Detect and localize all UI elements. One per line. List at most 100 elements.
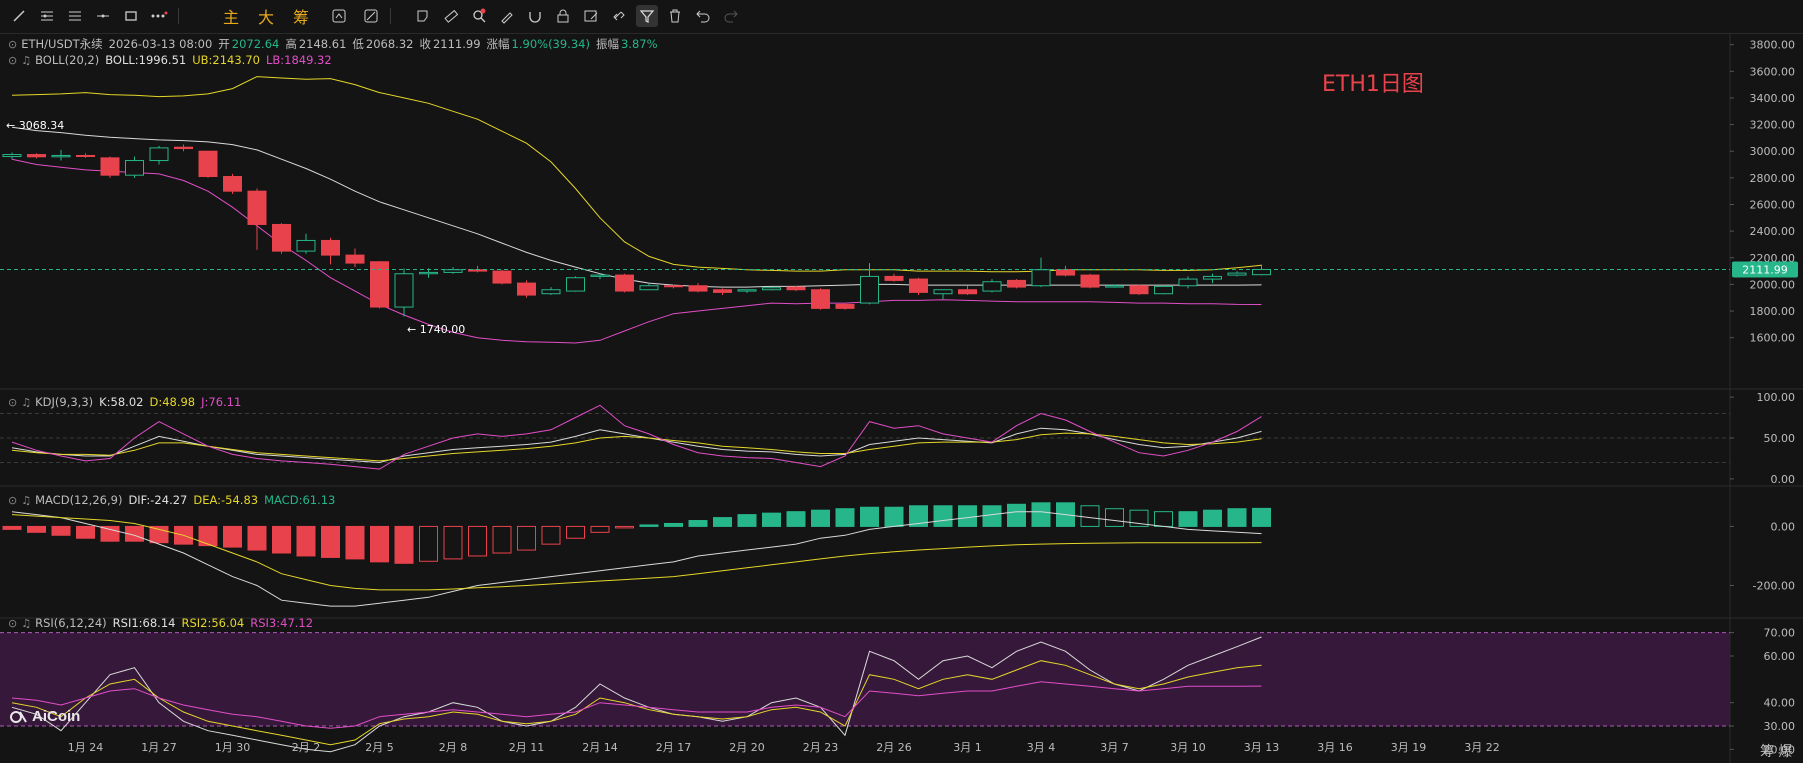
macd-bar (223, 525, 242, 548)
kdj-j-line (11, 404, 1262, 470)
horizontal-ray-tool-icon[interactable] (92, 5, 114, 27)
candle-body (345, 254, 365, 264)
kdj-info-row: ⊙ ♫ KDJ(9,3,3) K:58.02 D:48.98 J:76.11 (8, 395, 247, 409)
price-axis-tick-label: 2800.00 (1750, 172, 1796, 185)
filter-icon[interactable] (636, 5, 658, 27)
bell-icon[interactable]: ♫ (21, 616, 32, 630)
macd-bar (247, 525, 267, 551)
kdj-j-value: J:76.11 (201, 395, 242, 409)
indicator-big-button[interactable]: 大 (257, 8, 274, 27)
lock-icon[interactable] (552, 5, 574, 27)
price-axis-tick-label: 3800.00 (1750, 39, 1796, 52)
aicoin-logo-icon (10, 710, 27, 723)
macd-bar (1154, 511, 1173, 527)
macd-bar (639, 524, 659, 527)
macd-bar (688, 520, 708, 527)
candle-body (835, 303, 855, 309)
candle-body (982, 281, 1002, 292)
compare-tool-icon[interactable] (360, 5, 382, 27)
price-axis: 1600.001800.002000.002200.002400.002600.… (1730, 39, 1795, 345)
indicator-chips-button[interactable]: 筹 (292, 8, 309, 27)
candle-body (737, 289, 757, 292)
time-axis-label: 3月 22 (1464, 741, 1500, 754)
horizontal-lines-tool-icon[interactable] (36, 5, 58, 27)
rectangle-tool-icon[interactable] (120, 5, 142, 27)
candle-body (639, 285, 659, 291)
macd-bar (321, 525, 340, 558)
time-axis-label: 2月 8 (439, 741, 468, 754)
settings-icon[interactable]: ⊙ (8, 395, 18, 409)
macd-chart (2, 502, 1271, 607)
candle-body (1056, 269, 1075, 276)
macd-bar (958, 505, 977, 527)
price-info-row: ⊙ ETH/USDT永续 2026-03-13 08:00 开 2072.64 高… (8, 36, 664, 52)
delete-icon[interactable] (664, 5, 686, 27)
macd-bar (492, 525, 512, 554)
candle-body (394, 273, 414, 308)
macd-bar (541, 525, 561, 545)
candle-body (541, 289, 561, 295)
boll-mid-line (11, 126, 1262, 288)
corner-labels[interactable]: 筹 爆 (1760, 744, 1793, 760)
candle-body (198, 150, 218, 178)
bell-icon[interactable]: ♫ (21, 53, 32, 67)
candle-body (296, 239, 316, 252)
brush-icon[interactable] (496, 5, 518, 27)
macd-bar (27, 525, 46, 533)
amplitude-value: 3.87% (620, 37, 658, 51)
open-label: 开 (218, 37, 230, 51)
candle-body (884, 275, 904, 281)
chart-area[interactable]: 1600.001800.002000.002200.002400.002600.… (0, 33, 1803, 763)
edit-icon[interactable] (580, 5, 602, 27)
boll-info-row: ⊙ ♫ BOLL(20,2) BOLL:1996.51 UB:2143.70 L… (8, 53, 338, 67)
bell-icon[interactable]: ♫ (21, 493, 32, 507)
ruler-icon[interactable] (440, 5, 462, 27)
kdj-lines (11, 404, 1262, 470)
candle-body (272, 223, 291, 252)
time-axis-label: 2月 26 (876, 741, 912, 754)
macd-bar (125, 525, 144, 542)
settings-icon[interactable]: ⊙ (8, 53, 18, 67)
price-axis-tick-label: 1600.00 (1750, 332, 1796, 345)
time-axis-label: 2月 20 (729, 741, 765, 754)
time-axis-label: 3月 19 (1391, 741, 1427, 754)
macd-bar (1178, 511, 1198, 527)
kdj-axis-tick-label: 0.00 (1771, 473, 1796, 486)
macd-bar (811, 509, 830, 527)
parallel-channel-tool-icon[interactable] (64, 5, 86, 27)
bell-icon[interactable]: ♫ (21, 395, 32, 409)
indicator-switch-icon[interactable] (328, 5, 350, 27)
settings-icon[interactable]: ⊙ (8, 493, 18, 507)
link-icon[interactable] (608, 5, 630, 27)
redo-icon[interactable] (720, 5, 742, 27)
rsi-axis-tick-label: 40.00 (1764, 697, 1796, 710)
zoom-in-icon[interactable] (468, 5, 490, 27)
settings-icon[interactable]: ⊙ (8, 616, 18, 630)
undo-icon[interactable] (692, 5, 714, 27)
candle-body (909, 278, 928, 293)
text-note-icon[interactable] (412, 5, 434, 27)
macd-bar (615, 525, 634, 529)
magnet-icon[interactable] (524, 5, 546, 27)
low-annotation: ← 1740.00 (407, 323, 465, 336)
time-axis-label: 2月 17 (656, 741, 692, 754)
candle-body (1007, 279, 1026, 288)
rsi-axis-tick-label: 30.00 (1764, 720, 1796, 733)
macd-bar (664, 522, 683, 527)
candle-body (492, 270, 512, 284)
kdj-name: KDJ(9,3,3) (35, 395, 94, 409)
trend-line-tool-icon[interactable] (8, 5, 30, 27)
rsi-axis-tick-label: 20.00 (1764, 743, 1796, 756)
collapse-icon[interactable]: ⊙ (8, 37, 18, 51)
kdj-k-value: K:58.02 (99, 395, 144, 409)
boll-ub-value: UB:2143.70 (192, 53, 260, 67)
more-tools-icon[interactable] (148, 5, 170, 27)
boll-lb-value: LB:1849.32 (265, 53, 332, 67)
indicator-main-button[interactable]: 主 (222, 8, 239, 27)
time-axis-label: 1月 27 (141, 741, 177, 754)
macd-hist-value: MACD:61.13 (264, 493, 336, 507)
macd-bar (394, 525, 414, 564)
candles (2, 144, 1271, 317)
rsi-name: RSI(6,12,24) (35, 616, 107, 630)
candle-body (370, 261, 389, 308)
